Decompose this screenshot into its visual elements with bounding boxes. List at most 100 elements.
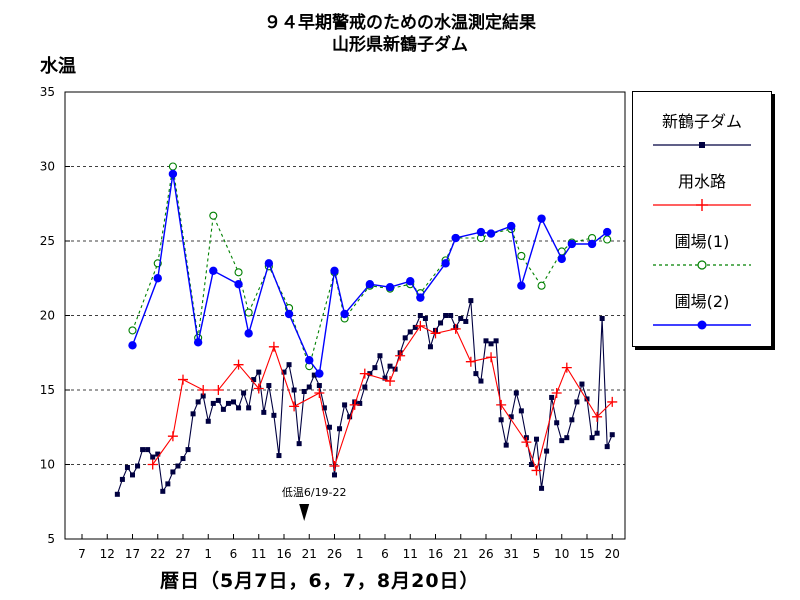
series-line-2 [131, 166, 608, 369]
data-point-dam [528, 462, 534, 467]
data-point-field1 [244, 308, 253, 317]
data-point-dam [251, 377, 257, 383]
data-point-dam [326, 424, 332, 430]
data-point-dam [337, 426, 343, 432]
data-point-field2 [451, 233, 460, 243]
data-point-dam [599, 315, 605, 321]
data-point-dam [291, 387, 297, 393]
data-point-dam [569, 417, 575, 423]
y-tick-label: 5 [47, 532, 55, 546]
x-tick-label: 6 [381, 547, 389, 561]
data-point-field2 [284, 309, 294, 319]
x-tick-label: 21 [453, 547, 468, 561]
data-point-canal [430, 328, 441, 339]
data-point-dam [579, 381, 585, 387]
data-point-dam [306, 384, 312, 390]
data-point-field2 [406, 277, 415, 286]
data-point-field2 [234, 280, 243, 289]
data-point-dam [488, 341, 494, 347]
data-point-dam [236, 405, 242, 411]
data-point-dam [473, 371, 479, 377]
data-point-field2 [517, 281, 526, 290]
data-point-dam [589, 435, 595, 441]
data-point-dam [498, 417, 504, 423]
data-point-field2 [193, 338, 203, 347]
data-point-canal [314, 387, 325, 398]
data-point-dam [241, 390, 247, 396]
data-point-canal [551, 387, 562, 398]
y-axis-label: 水温 [40, 56, 76, 77]
data-point-dam [316, 383, 322, 389]
data-point-field2 [385, 282, 395, 292]
data-point-dam [130, 472, 135, 478]
data-point-canal [385, 376, 396, 387]
annotation-text: 低温6/19-22 [282, 486, 347, 499]
x-tick-label: 15 [579, 547, 594, 561]
x-axis-label: 暦日（5月7日，6，7，8月20日） [160, 570, 480, 592]
data-point-dam [266, 383, 272, 389]
data-point-dam [220, 406, 226, 412]
data-point-dam [539, 485, 545, 491]
data-point-canal [349, 399, 360, 410]
legend-sample-field1 [653, 260, 751, 270]
data-point-canal [486, 352, 497, 363]
data-point-dam [145, 447, 151, 453]
data-point-dam [205, 418, 211, 424]
chart-title-line2: 山形県新鶴子ダム [332, 35, 468, 55]
data-point-canal [496, 399, 507, 410]
data-point-canal [465, 356, 476, 367]
data-point-field2 [486, 229, 496, 238]
data-point-dam [114, 491, 120, 497]
legend-label-field2: 圃場(2) [674, 292, 730, 311]
data-point-field2 [557, 254, 566, 264]
data-point-dam [321, 405, 327, 411]
x-tick-label: 22 [150, 547, 165, 561]
x-tick-label: 5 [533, 547, 541, 561]
data-point-canal [213, 385, 224, 395]
data-point-dam [271, 412, 277, 418]
data-point-dam [296, 441, 302, 447]
data-point-dam [387, 363, 393, 369]
data-point-dam [286, 362, 292, 368]
data-point-dam [311, 372, 317, 378]
data-point-field1 [209, 211, 218, 220]
data-point-dam [135, 463, 141, 469]
data-point-canal [198, 385, 209, 395]
x-tick-label: 26 [478, 547, 493, 561]
data-point-dam [155, 451, 161, 457]
data-point-canal [531, 465, 542, 476]
data-point-canal [147, 459, 158, 470]
data-point-field2 [330, 266, 339, 275]
data-point-dam [574, 399, 580, 405]
data-point-field1 [234, 268, 243, 277]
data-point-dam [119, 476, 125, 482]
chart-title-line1: ９４早期警戒のための水温測定結果 [264, 13, 536, 33]
data-point-dam [357, 400, 363, 406]
data-point-canal [253, 383, 264, 394]
data-point-dam [483, 338, 489, 344]
x-tick-label: 7 [78, 547, 86, 561]
data-point-field2 [340, 309, 349, 319]
legend-label-dam: 新鶴子ダム [661, 112, 742, 131]
x-tick-label: 6 [230, 547, 238, 561]
data-point-dam [367, 371, 373, 377]
annotation-arrow [299, 504, 310, 521]
data-point-dam [438, 320, 444, 326]
x-tick-label: 20 [605, 547, 620, 561]
data-point-field1 [128, 326, 137, 335]
data-point-field2 [168, 169, 178, 179]
data-point-field1 [517, 251, 526, 260]
data-point-canal [167, 431, 178, 442]
x-tick-label: 26 [327, 547, 342, 561]
data-point-dam [468, 298, 474, 304]
data-point-dam [215, 397, 221, 403]
data-point-canal [268, 341, 279, 352]
data-point-field2 [153, 274, 162, 283]
data-point-field2 [587, 239, 597, 249]
y-tick-label: 20 [40, 309, 55, 323]
data-point-dam [347, 414, 353, 420]
data-point-dam [382, 375, 388, 381]
x-tick-label: 11 [403, 547, 418, 561]
data-point-dam [332, 472, 337, 478]
data-point-canal [395, 350, 406, 361]
